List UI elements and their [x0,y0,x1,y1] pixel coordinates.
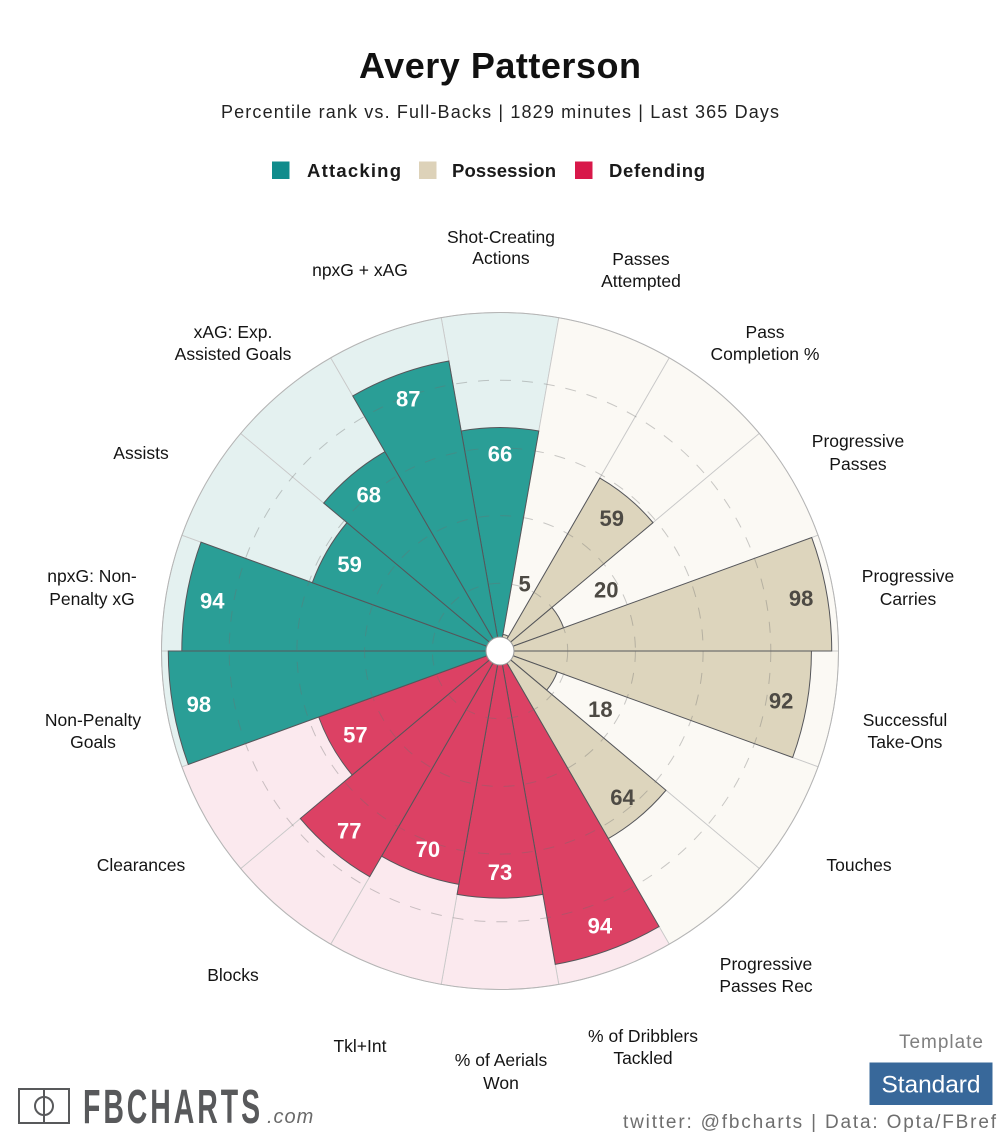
svg-text:Avery Patterson: Avery Patterson [359,45,641,86]
svg-text:68: 68 [357,483,381,508]
svg-text:57: 57 [343,723,367,748]
svg-text:59: 59 [599,506,623,531]
svg-text:Non-Penalty: Non-Penalty [45,710,142,730]
svg-text:Touches: Touches [826,855,891,875]
svg-text:.com: .com [267,1106,314,1128]
svg-text:Tkl+Int: Tkl+Int [333,1036,386,1056]
svg-text:Completion %: Completion % [711,344,820,364]
svg-text:70: 70 [416,837,440,862]
svg-text:92: 92 [769,689,793,714]
svg-text:Progressive: Progressive [862,566,954,586]
svg-text:npxG + xAG: npxG + xAG [312,260,408,280]
svg-text:Percentile rank vs. Full-Backs: Percentile rank vs. Full-Backs | 1829 mi… [221,102,779,122]
svg-text:Goals: Goals [70,732,116,752]
svg-text:Assisted Goals: Assisted Goals [175,344,292,364]
svg-text:FBCHARTS: FBCHARTS [83,1081,263,1134]
svg-text:94: 94 [588,914,613,939]
svg-text:Template: Template [899,1032,983,1053]
svg-text:Shot-Creating: Shot-Creating [447,227,555,247]
svg-text:Successful: Successful [863,710,948,730]
svg-text:94: 94 [200,588,225,613]
svg-text:Progressive: Progressive [720,954,812,974]
svg-text:Blocks: Blocks [207,965,259,985]
svg-text:87: 87 [396,387,420,412]
svg-text:% of Aerials: % of Aerials [455,1050,548,1070]
svg-text:Assists: Assists [113,443,169,463]
svg-text:98: 98 [187,692,211,717]
svg-text:66: 66 [488,442,512,467]
svg-text:xAG: Exp.: xAG: Exp. [194,322,273,342]
svg-text:Penalty xG: Penalty xG [49,589,135,609]
svg-text:Pass: Pass [746,322,785,342]
svg-text:18: 18 [588,697,612,722]
svg-text:Standard: Standard [882,1072,981,1099]
svg-text:20: 20 [594,578,618,603]
svg-text:Passes Rec: Passes Rec [719,976,813,996]
svg-text:Take-Ons: Take-Ons [868,732,943,752]
svg-text:Passes: Passes [829,454,887,474]
svg-text:Tackled: Tackled [613,1048,672,1068]
svg-text:Attempted: Attempted [601,271,681,291]
svg-text:Defending: Defending [609,160,705,181]
svg-text:77: 77 [337,819,361,844]
svg-text:Passes: Passes [612,249,670,269]
svg-text:98: 98 [789,586,813,611]
svg-text:Attacking: Attacking [307,160,401,181]
svg-text:npxG: Non-: npxG: Non- [47,566,137,586]
svg-text:Clearances: Clearances [97,855,186,875]
svg-text:Carries: Carries [880,589,937,609]
svg-text:59: 59 [337,552,361,577]
svg-text:Actions: Actions [472,248,530,268]
svg-text:64: 64 [610,785,635,810]
svg-text:73: 73 [488,860,512,885]
svg-text:5: 5 [518,571,530,596]
svg-text:Possession: Possession [452,160,556,181]
svg-text:Won: Won [483,1073,519,1093]
svg-text:% of Dribblers: % of Dribblers [588,1026,698,1046]
svg-text:Progressive: Progressive [812,431,904,451]
